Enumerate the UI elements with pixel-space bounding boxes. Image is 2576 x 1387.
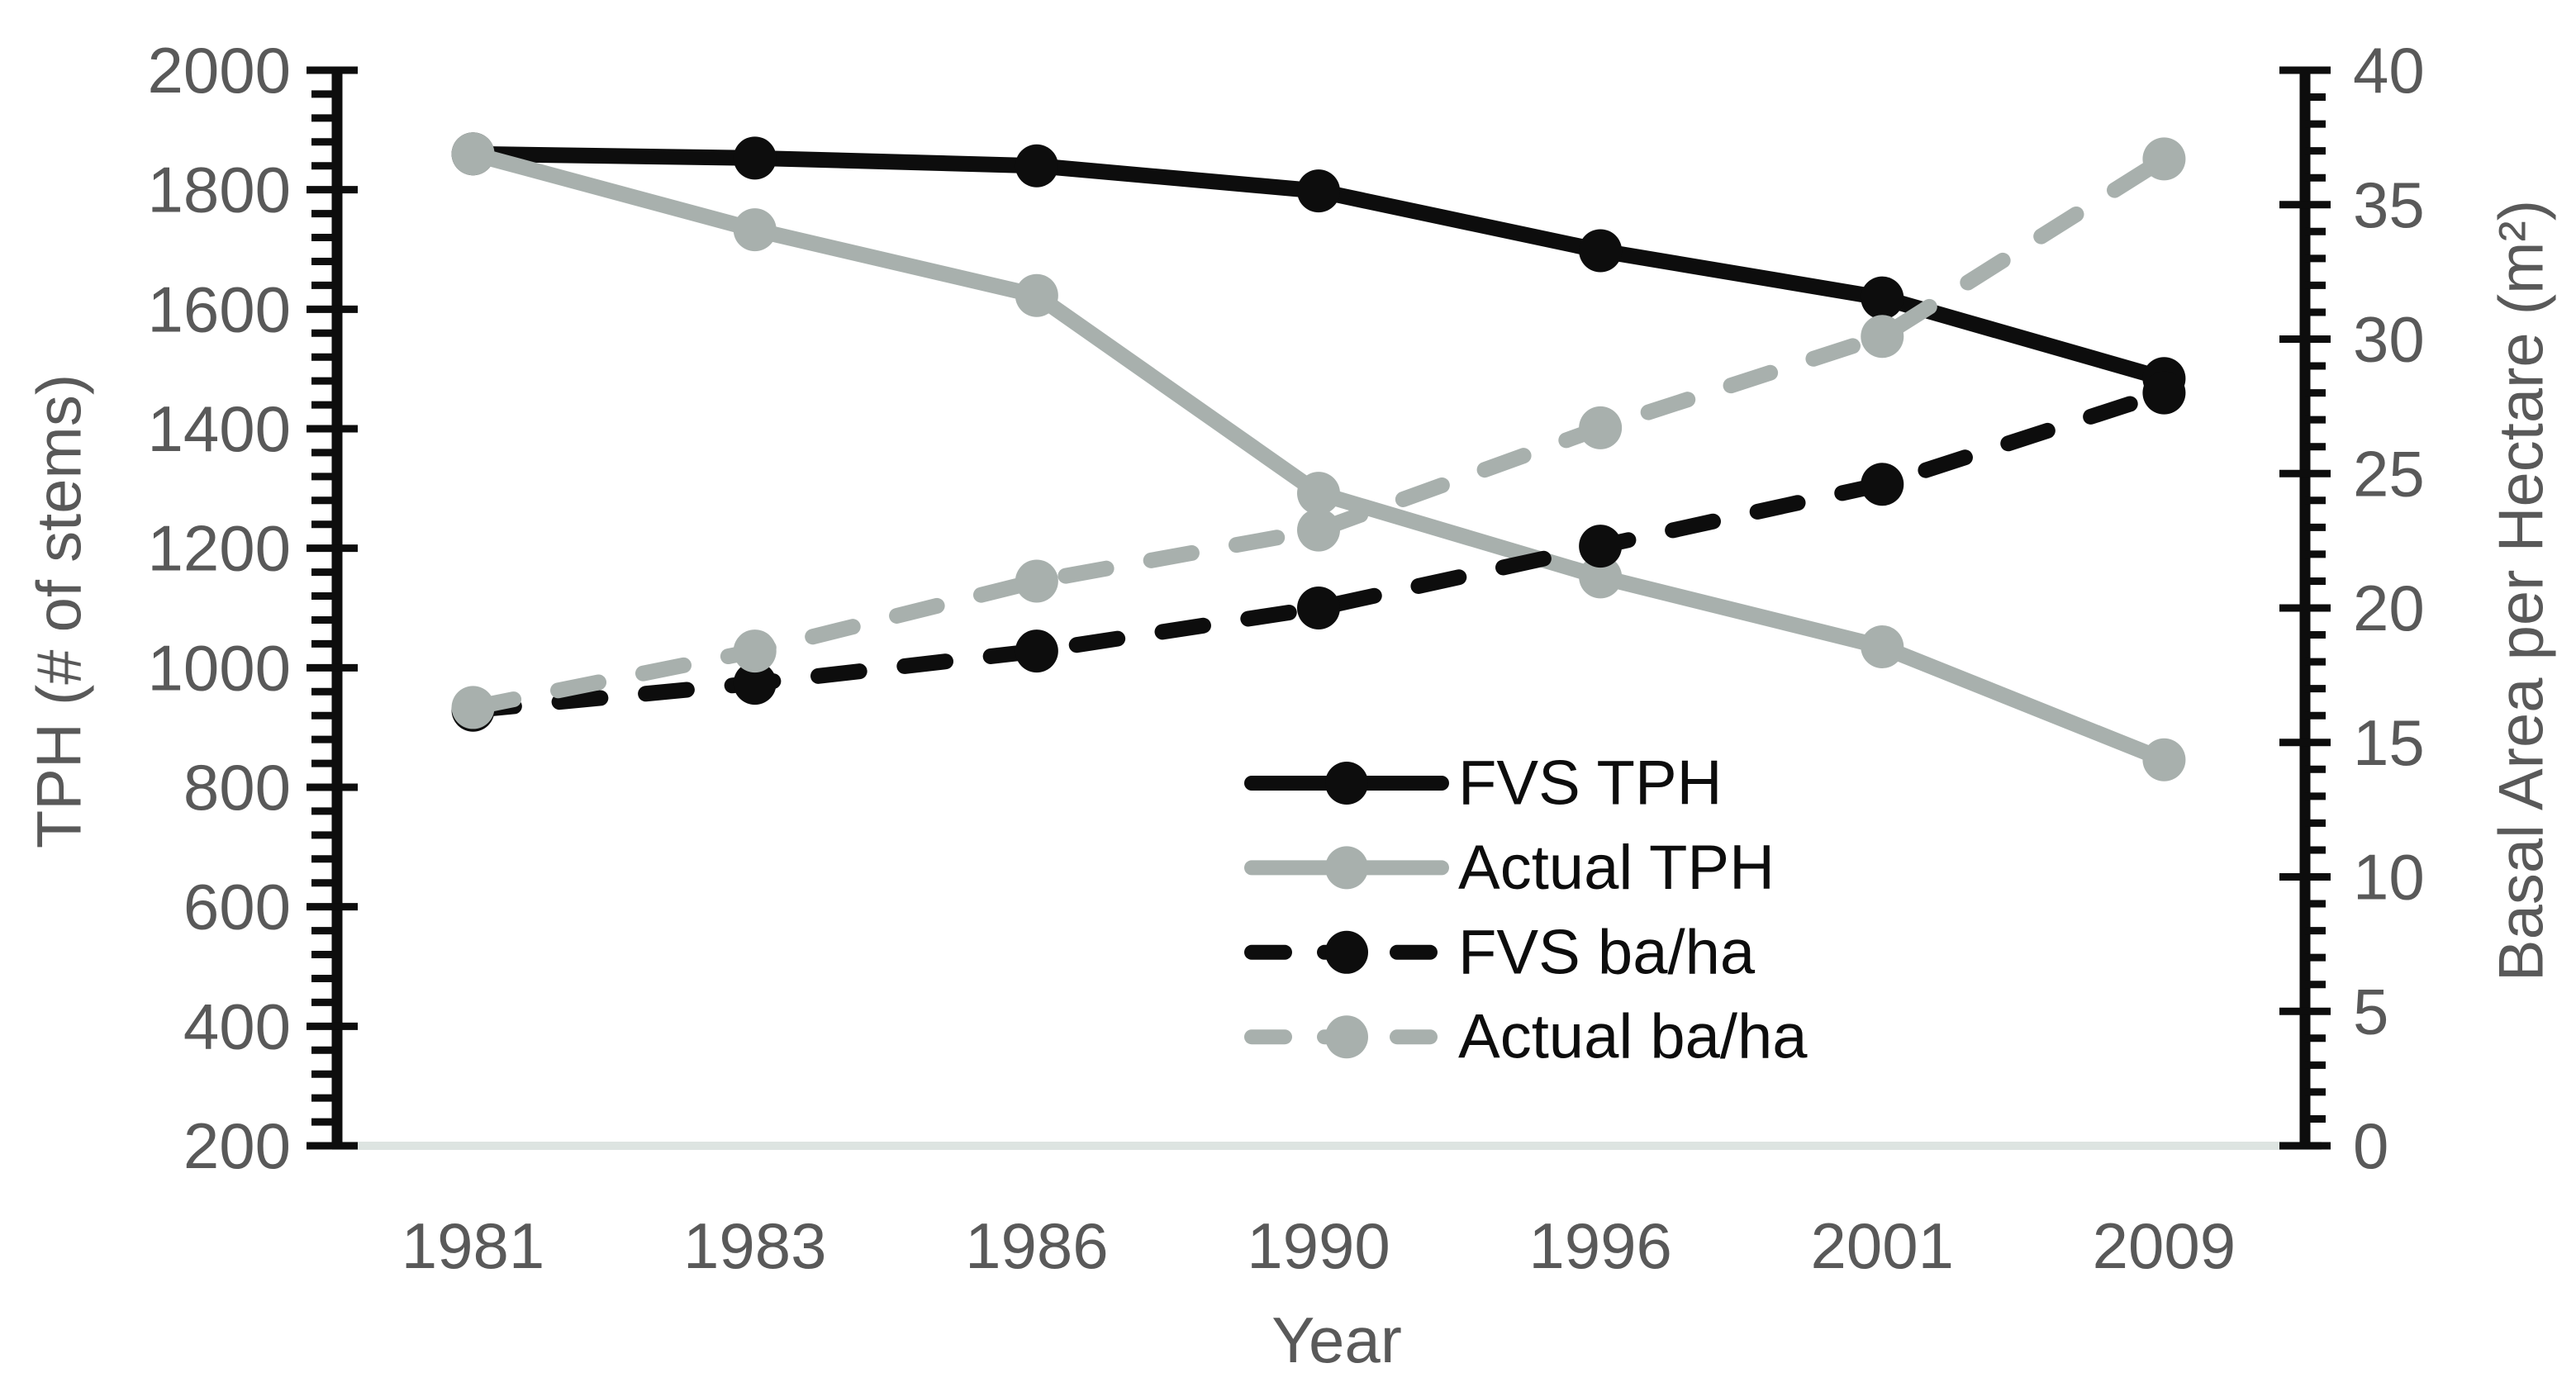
x-axis-tick-label: 1983 [683,1209,827,1282]
right-axis-tick-label: 40 [2353,34,2425,107]
right-axis-tick-label: 15 [2353,706,2425,779]
data-point-marker [1297,169,1340,213]
data-point-marker [1579,406,1623,449]
data-point-marker [1861,276,1904,320]
data-point-marker [733,208,777,252]
data-point-marker [1297,472,1340,515]
data-point-marker [733,136,777,180]
data-point-marker [1297,508,1340,552]
left-axis-tick-label: 2000 [147,34,291,107]
right-axis-tick-label: 35 [2353,169,2425,241]
data-point-marker [1579,555,1623,599]
legend-label: Actual ba/ha [1458,1002,1808,1072]
right-axis-tick-label: 0 [2353,1109,2388,1182]
x-axis-tick-label: 2001 [1811,1209,1955,1282]
series-line-actual-tph [465,145,2172,768]
legend-swatch-marker [1325,762,1368,805]
right-axis-tick-label: 30 [2353,303,2425,376]
data-point-marker [1015,559,1058,603]
data-point-marker [451,132,495,176]
data-point-marker [1297,587,1340,629]
legend-swatch-marker [1325,1015,1368,1059]
left-axis-tick-label: 1200 [147,512,291,585]
x-axis-tick-label: 1996 [1528,1209,1672,1282]
left-axis-tick-label: 1400 [147,392,291,465]
data-point-marker [733,662,777,705]
legend-label: Actual TPH [1458,833,1775,903]
left-axis-tick-label: 200 [183,1109,291,1182]
legend-swatch-marker [1325,846,1368,890]
data-point-marker [1861,315,1904,359]
data-point-marker [1861,625,1904,669]
x-axis-tick-label: 2009 [2093,1209,2236,1282]
left-axis-tick-label: 400 [183,990,291,1062]
left-axis-title: TPH (# of stems) [25,374,95,848]
left-axis-tick-label: 1600 [147,273,291,345]
right-axis-title: Basal Area per Hectare (m²) [2487,200,2557,981]
data-point-marker [1579,229,1623,273]
x-axis-tick-label: 1990 [1247,1209,1390,1282]
right-axis-tick-label: 10 [2353,841,2425,914]
left-axis-tick-label: 800 [183,751,291,824]
data-point-marker [2142,137,2186,181]
right-axis-tick-label: 20 [2353,572,2425,644]
right-axis-tick-label: 5 [2353,975,2388,1047]
legend-label: FVS TPH [1458,748,1723,819]
data-point-marker [1579,525,1623,568]
x-axis-tick-label: 1986 [965,1209,1109,1282]
right-axis-tick-label: 25 [2353,437,2425,510]
legend-label: FVS ba/ha [1458,917,1756,987]
data-point-marker [1015,273,1058,317]
x-axis-title: Year [1271,1304,1402,1376]
data-point-marker [1861,463,1904,506]
data-point-marker [2142,371,2186,415]
left-axis-tick-label: 1800 [147,154,291,226]
left-axis-tick-label: 600 [183,871,291,943]
legend-swatch-marker [1325,930,1368,974]
x-axis-tick-label: 1981 [402,1209,545,1282]
data-point-marker [1015,144,1058,188]
left-axis-tick-label: 1000 [147,631,291,704]
data-point-marker [451,686,495,729]
data-point-marker [733,629,777,673]
data-point-marker [2142,738,2186,781]
data-point-marker [1015,629,1058,673]
